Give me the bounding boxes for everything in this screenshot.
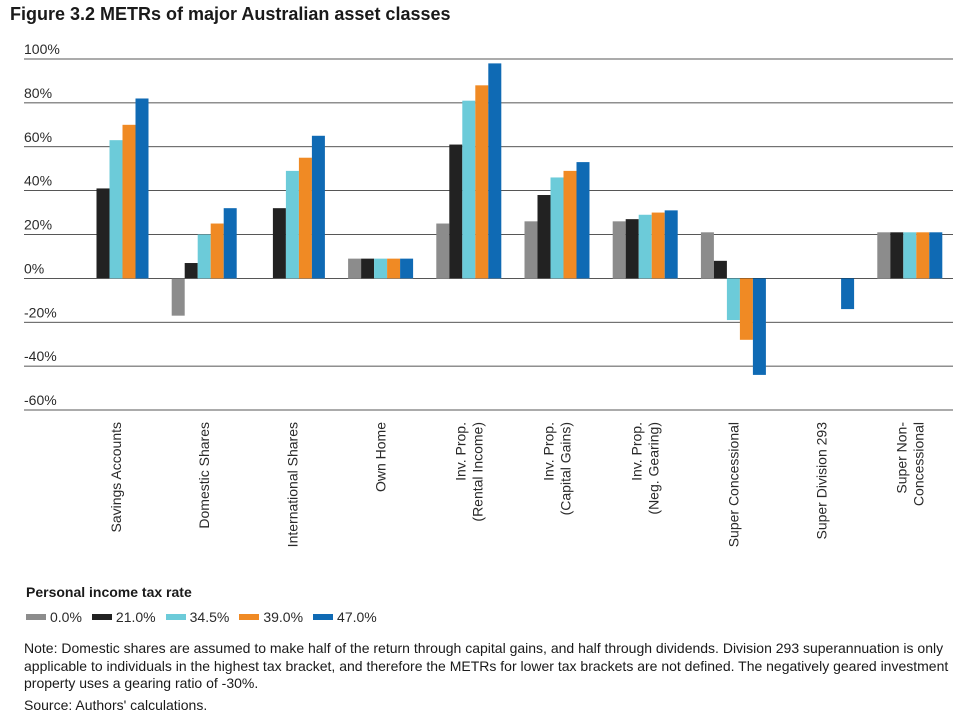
note-text: Note: Domestic shares are assumed to mak… <box>24 640 949 691</box>
source-text: Source: Authors' calculations. <box>24 696 208 713</box>
legend-item: 47.0% <box>313 609 377 625</box>
bar <box>488 63 502 279</box>
bar <box>877 232 891 279</box>
bar <box>122 124 136 279</box>
category-label: (Neg. Gearing) <box>646 422 662 515</box>
legend-label: 34.5% <box>189 609 230 625</box>
bar <box>841 278 855 310</box>
bar <box>387 258 401 279</box>
bar <box>400 258 414 279</box>
category-label: Domestic Shares <box>196 422 212 529</box>
bar <box>475 85 489 279</box>
bar <box>576 162 590 279</box>
bar <box>135 98 149 279</box>
legend: Personal income tax rate 0.0% 21.0% 34.5% 3… <box>26 584 387 625</box>
y-tick-label: 0% <box>24 260 44 276</box>
bar <box>210 223 224 279</box>
category-label: (Capital Gains) <box>558 422 574 515</box>
bars <box>96 63 943 375</box>
notes: Note: Domestic shares are assumed to mak… <box>24 640 964 714</box>
category-label: International Shares <box>284 422 300 547</box>
bar <box>223 208 237 279</box>
bar <box>903 232 917 279</box>
chart-title: Figure 3.2 METRs of major Australian ass… <box>10 4 451 24</box>
category-label: Inv. Prop. <box>629 422 645 481</box>
y-tick-label: -60% <box>24 392 57 408</box>
bar <box>524 221 538 279</box>
bar <box>664 210 678 279</box>
bar <box>462 100 476 279</box>
bar-chart: 100% 80% 60% 40% 20% 0% -20% -40% -60% Savings A… <box>24 41 953 548</box>
legend-swatch <box>26 614 46 620</box>
bar <box>625 219 639 279</box>
bar <box>550 177 564 279</box>
legend-item: 21.0% <box>91 609 156 625</box>
bar <box>700 232 714 279</box>
category-label: Inv. Prop. <box>541 422 557 481</box>
legend-item: 39.0% <box>239 609 303 625</box>
bar <box>311 135 325 279</box>
bar <box>739 278 753 340</box>
bar <box>563 170 577 279</box>
y-tick-label: -40% <box>24 348 57 364</box>
bar <box>374 258 388 279</box>
bar <box>184 263 198 279</box>
bar <box>361 258 375 279</box>
bar <box>298 157 312 279</box>
bar <box>713 260 727 279</box>
bar <box>651 212 665 279</box>
bar <box>752 278 766 375</box>
legend-label: 47.0% <box>337 609 377 625</box>
y-tick-label: 40% <box>24 173 52 189</box>
bar <box>916 232 930 279</box>
legend-swatch <box>165 614 186 620</box>
legend-items: 0.0% 21.0% 34.5% 39.0% 47.0% <box>26 609 387 625</box>
category-label: (Rental Income) <box>469 422 485 522</box>
bar <box>285 170 299 279</box>
legend-item: 34.5% <box>165 609 230 625</box>
bar <box>449 144 463 279</box>
y-tick-label: 80% <box>24 85 52 101</box>
legend-swatch <box>91 614 112 620</box>
bar <box>726 278 740 321</box>
category-label: Concessional <box>910 422 926 506</box>
legend-item: 0.0% <box>26 609 82 625</box>
bar <box>197 234 211 279</box>
y-tick-label: -20% <box>24 304 57 320</box>
legend-label: 39.0% <box>263 609 304 625</box>
bar <box>272 208 286 279</box>
y-tick-label: 100% <box>24 41 60 57</box>
legend-swatch <box>313 614 334 620</box>
y-tick-label: 60% <box>24 129 52 145</box>
category-label: Super Division 293 <box>814 422 830 540</box>
legend-label: 21.0% <box>115 609 156 625</box>
legend-label: 0.0% <box>50 609 82 625</box>
y-tick-label: 20% <box>24 217 52 233</box>
bar <box>638 214 652 279</box>
bar <box>96 188 110 279</box>
bar <box>929 232 943 279</box>
bar <box>109 140 123 279</box>
category-label: Own Home <box>373 422 389 492</box>
y-axis-labels: 100% 80% 60% 40% 20% 0% -20% -40% -60% <box>24 41 60 408</box>
bar <box>348 258 362 279</box>
bar <box>171 278 185 316</box>
bar <box>612 221 626 279</box>
legend-swatch <box>239 614 260 620</box>
bar <box>436 223 450 279</box>
category-label: Savings Accounts <box>108 422 124 533</box>
bar <box>890 232 904 279</box>
category-label: Inv. Prop. <box>452 422 468 481</box>
bar <box>537 195 551 279</box>
category-label: Super Non- <box>893 422 909 494</box>
legend-title: Personal income tax rate <box>26 584 192 600</box>
category-label: Super Concessional <box>725 422 741 547</box>
x-axis-labels: Savings Accounts Domestic Shares Internati… <box>108 422 926 548</box>
